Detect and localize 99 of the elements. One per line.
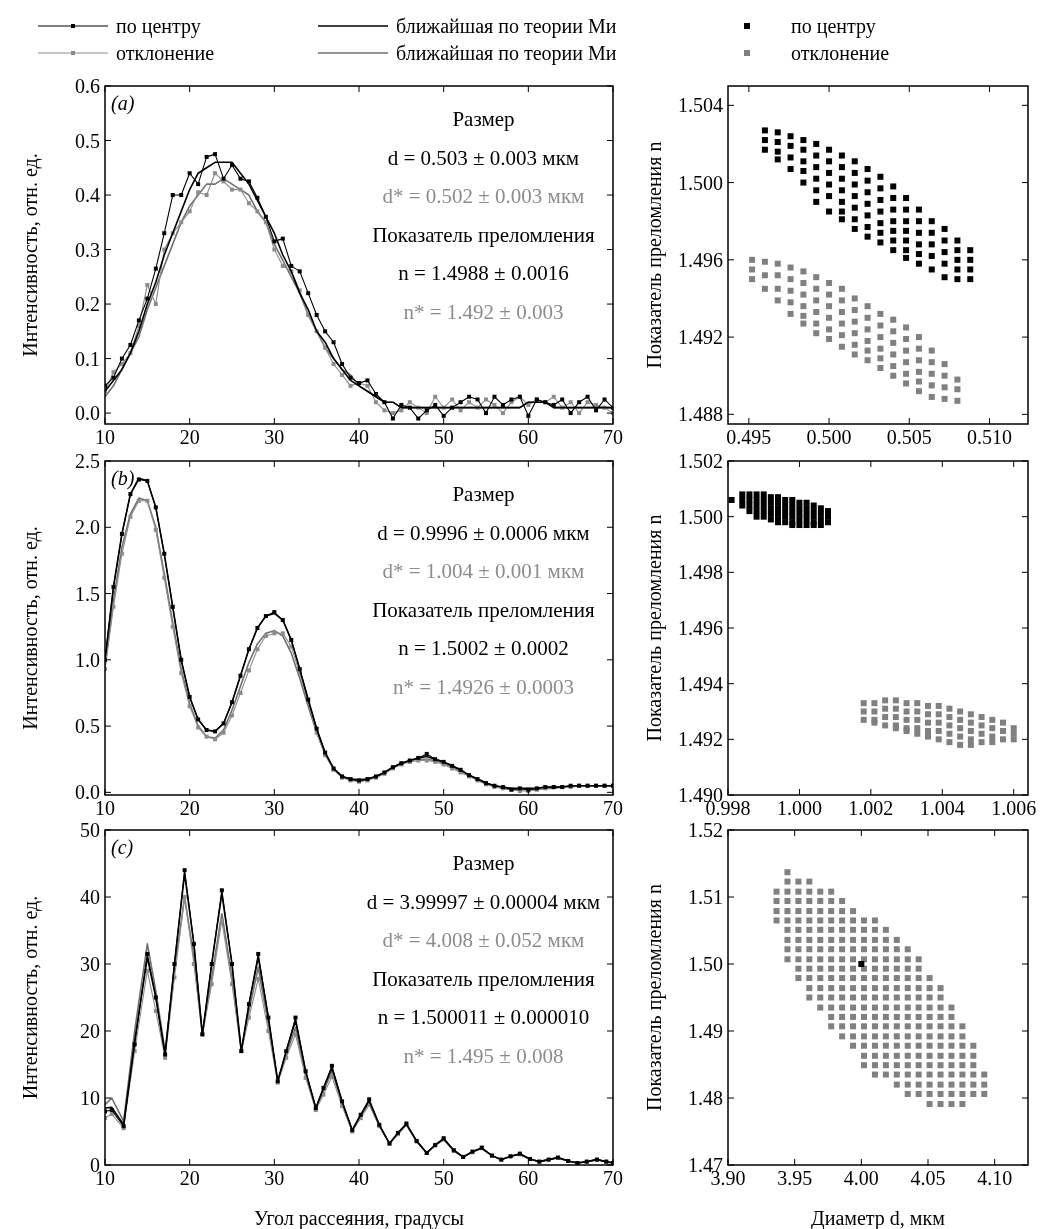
x-tick-label: 20 <box>179 1167 200 1189</box>
x-tick-label: 20 <box>179 797 200 819</box>
x-tick-label: 40 <box>349 797 369 819</box>
annotation: (a) <box>111 92 135 115</box>
x-tick-label: 60 <box>518 1167 539 1189</box>
x-tick-label: 0.500 <box>806 426 852 448</box>
y-tick-label: 1.52 <box>688 819 723 841</box>
y-axis-title: Показатель преломления n <box>643 141 666 369</box>
y-axis-title: Показатель преломления n <box>643 883 666 1112</box>
x-tick-label: 70 <box>603 426 623 448</box>
x-tick-label: 40 <box>349 426 369 448</box>
x-axis-title: Диаметр d, мкм <box>811 1207 946 1229</box>
y-tick-label: 1.50 <box>688 953 723 975</box>
annotation: d = 0.503 ± 0.003 мкм <box>387 145 580 170</box>
x-tick-label: 20 <box>179 426 200 448</box>
x-tick-label: 1.000 <box>776 797 822 819</box>
y-tick-label: 0.2 <box>75 293 100 316</box>
annotation: d* = 0.502 ± 0.003 мкм <box>382 184 585 208</box>
y-tick-label: 1.498 <box>678 561 723 584</box>
x-tick-label: 30 <box>264 1167 285 1189</box>
annotation: Показатель преломления <box>372 597 596 622</box>
y-tick-label: 0.6 <box>75 75 100 97</box>
y-tick-label: 1.492 <box>678 728 723 751</box>
y-axis-title: Показатель преломления n <box>643 514 666 742</box>
y-tick-label: 1.492 <box>678 326 723 349</box>
y-axis-title: Интенсивность, отн. ед. <box>19 526 42 730</box>
legend-label: по центру <box>791 15 876 38</box>
annotation: (c) <box>111 836 134 859</box>
x-tick-label: 1.006 <box>991 797 1037 819</box>
y-tick-label: 0.5 <box>75 129 100 152</box>
x-tick-label: 1.002 <box>848 797 894 819</box>
legend-label: по центру <box>116 15 201 38</box>
y-tick-label: 1.504 <box>678 94 723 117</box>
x-axis-title: Угол рассеяния, градусы <box>254 1207 464 1229</box>
x-tick-label: 50 <box>433 797 454 819</box>
annotation: (b) <box>111 467 135 490</box>
x-tick-label: 30 <box>264 797 285 819</box>
y-tick-label: 1.500 <box>678 171 723 194</box>
y-tick-label: 0.1 <box>75 347 100 370</box>
x-tick-label: 4.10 <box>977 1167 1013 1189</box>
x-tick-label: 40 <box>349 1167 369 1189</box>
y-tick-label: 1.488 <box>678 403 723 426</box>
x-tick-label: 0.495 <box>726 426 772 448</box>
x-tick-label: 1.004 <box>919 797 965 819</box>
y-tick-label: 1.496 <box>678 248 723 271</box>
x-tick-label: 0.510 <box>967 426 1012 448</box>
y-tick-label: 0.4 <box>75 184 100 207</box>
annotation: d* = 4.008 ± 0.052 мкм <box>382 928 585 952</box>
annotation: n = 1.4988 ± 0.0016 <box>398 261 569 285</box>
x-tick-label: 10 <box>95 426 115 448</box>
legend-label: отклонение <box>116 42 215 64</box>
y-axis-title: Интенсивность, отн. ед. <box>19 153 42 357</box>
y-tick-label: 0.3 <box>75 238 100 261</box>
y-tick-label: 1.0 <box>75 648 100 671</box>
y-tick-label: 1.51 <box>688 886 723 908</box>
x-tick-label: 60 <box>518 797 539 819</box>
annotation: n* = 1.495 ± 0.008 <box>403 1043 564 1068</box>
annotation: n* = 1.492 ± 0.003 <box>403 299 564 324</box>
x-tick-label: 0.505 <box>886 426 932 448</box>
y-tick-label: 10 <box>80 1087 100 1109</box>
annotation: Показатель преломления <box>372 966 596 991</box>
annotation: Показатель преломления <box>372 222 596 247</box>
x-tick-label: 4.05 <box>910 1167 946 1189</box>
y-tick-label: 1.494 <box>678 672 723 695</box>
x-tick-label: 70 <box>603 797 623 819</box>
y-axis-title: Интенсивность, отн. ед. <box>19 895 42 1100</box>
annotation: d = 0.9996 ± 0.0006 мкм <box>377 520 590 545</box>
annotation: n = 1.500011 ± 0.000010 <box>377 1005 590 1029</box>
y-tick-label: 40 <box>80 886 100 908</box>
x-tick-label: 3.95 <box>777 1167 813 1189</box>
y-tick-label: 1.496 <box>678 617 723 639</box>
annotation: d = 3.99997 ± 0.00004 мкм <box>366 889 601 914</box>
y-tick-label: 20 <box>80 1020 100 1042</box>
y-tick-label: 2.5 <box>75 450 100 472</box>
y-tick-label: 1.49 <box>688 1020 723 1042</box>
y-tick-label: 1.502 <box>678 450 723 472</box>
x-tick-label: 70 <box>603 1167 623 1189</box>
annotation: n* = 1.4926 ± 0.0003 <box>393 674 574 699</box>
y-tick-label: 2.0 <box>75 516 100 539</box>
y-tick-label: 50 <box>80 819 100 841</box>
x-tick-label: 4.00 <box>843 1167 879 1189</box>
annotation: Размер <box>452 482 515 506</box>
legend-label: ближайшая по теории Ми <box>396 15 617 38</box>
y-tick-label: 0.0 <box>75 402 100 425</box>
y-tick-label: 1.48 <box>688 1087 723 1109</box>
annotation: Размер <box>452 107 515 131</box>
legend-label: отклонение <box>791 42 890 64</box>
x-tick-label: 60 <box>518 426 539 448</box>
x-tick-label: 50 <box>433 1167 454 1189</box>
annotation: d* = 1.004 ± 0.001 мкм <box>382 559 585 583</box>
y-tick-label: 0.5 <box>75 715 100 738</box>
y-tick-label: 1.500 <box>678 505 723 528</box>
y-tick-label: 1.5 <box>75 582 100 605</box>
annotation: Размер <box>452 851 515 875</box>
annotation: n = 1.5002 ± 0.0002 <box>398 636 569 660</box>
y-tick-label: 30 <box>80 953 100 975</box>
x-tick-label: 50 <box>433 426 454 448</box>
legend-label: ближайшая по теории Ми <box>396 42 617 65</box>
x-tick-label: 30 <box>264 426 285 448</box>
